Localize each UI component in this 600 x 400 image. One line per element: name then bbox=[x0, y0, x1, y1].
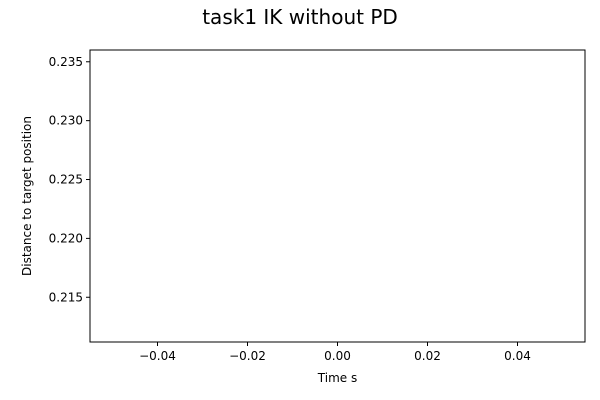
x-tick-label: 0.00 bbox=[324, 349, 351, 363]
chart-title: task1 IK without PD bbox=[202, 5, 398, 29]
y-axis-ticks: 0.215 0.220 0.225 0.230 0.235 bbox=[49, 55, 90, 304]
x-tick-label: −0.02 bbox=[229, 349, 266, 363]
plot-frame bbox=[89, 49, 586, 343]
y-tick-label: 0.230 bbox=[49, 114, 83, 128]
y-tick-label: 0.215 bbox=[49, 290, 83, 304]
y-tick-label: 0.220 bbox=[49, 231, 83, 245]
x-axis-label: Time s bbox=[317, 371, 357, 385]
x-tick-label: 0.04 bbox=[504, 349, 531, 363]
y-axis-label: Distance to target position bbox=[20, 116, 34, 276]
y-tick-label: 0.235 bbox=[49, 55, 83, 69]
y-tick-label: 0.225 bbox=[49, 173, 83, 187]
x-axis-ticks: −0.04 −0.02 0.00 0.02 0.04 bbox=[139, 342, 531, 363]
x-tick-label: 0.02 bbox=[414, 349, 441, 363]
x-tick-label: −0.04 bbox=[139, 349, 176, 363]
